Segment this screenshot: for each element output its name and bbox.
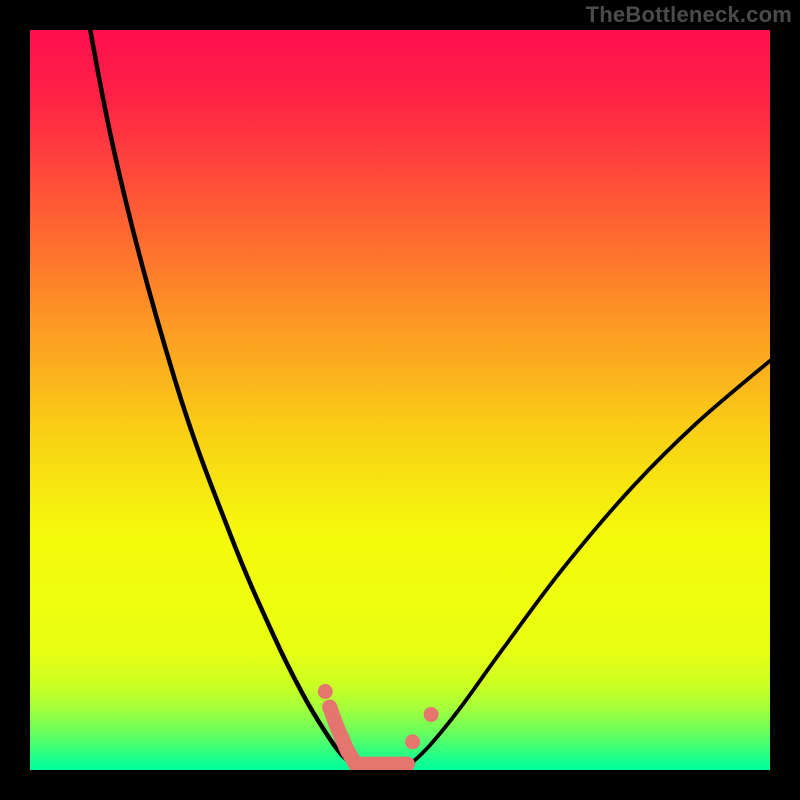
marker-left-dot	[340, 743, 355, 758]
marker-left-dot	[322, 700, 337, 715]
marker-left-dot	[328, 716, 343, 731]
frame-bar	[770, 0, 800, 800]
marker-right-dot	[405, 734, 420, 749]
watermark-text: TheBottleneck.com	[586, 2, 792, 28]
marker-left-dot	[334, 730, 349, 745]
plot-area	[30, 30, 770, 770]
frame-bar	[0, 0, 30, 800]
frame-bar	[0, 770, 800, 800]
marker-left-top-dot	[318, 684, 333, 699]
gradient-background	[30, 30, 770, 770]
marker-right-dot	[424, 707, 439, 722]
